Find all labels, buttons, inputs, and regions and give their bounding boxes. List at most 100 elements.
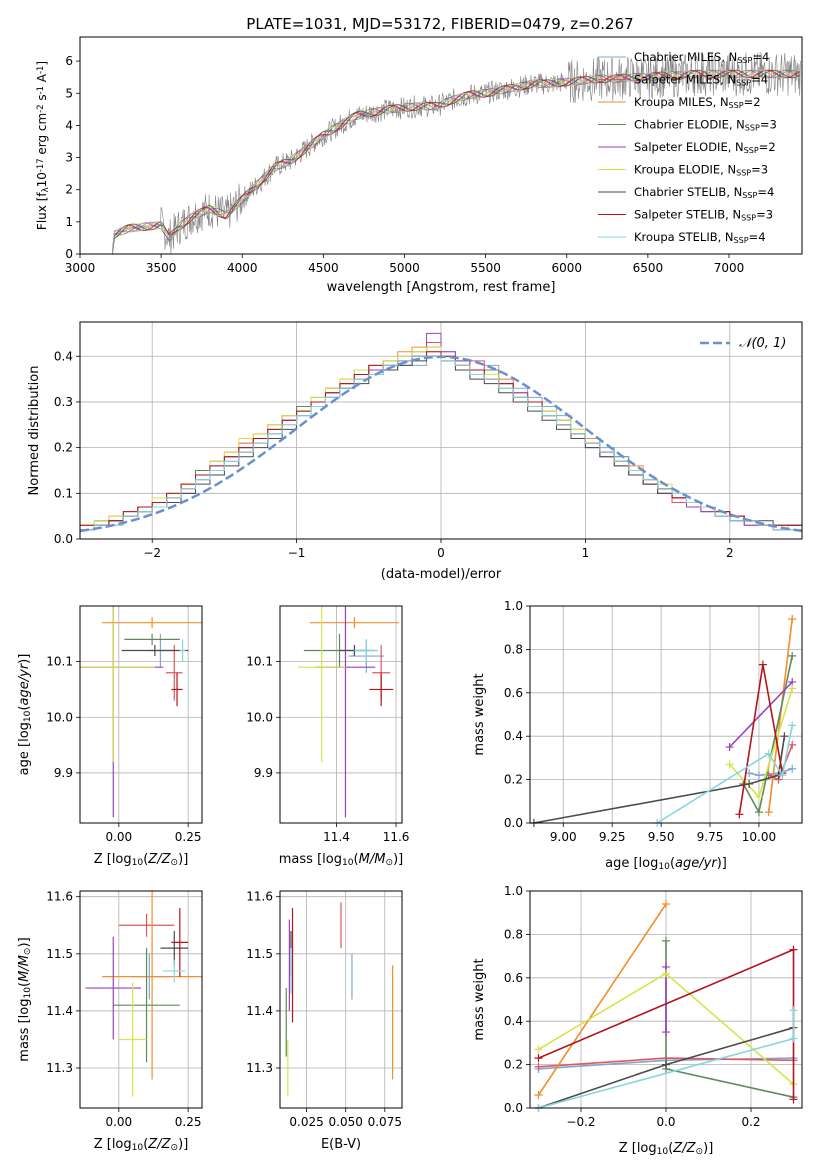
massweight-vs-z-marker (534, 1045, 543, 1054)
massweight-vs-z-ytick-label: 0.4 (504, 1014, 523, 1028)
spectrum-ytick-label: 5 (65, 86, 73, 100)
massweight-vs-z-marker (534, 1062, 543, 1071)
massweight-vs-z-marker (789, 1034, 798, 1043)
hist-ytick-label: 0.3 (54, 395, 73, 409)
hist-xtick-label: 1 (582, 546, 590, 560)
massweight-vs-age-marker (754, 792, 763, 801)
legend-label: Salpeter STELIB, NSSP=3 (634, 208, 773, 223)
massweight-vs-z-series-group (534, 900, 798, 1112)
massweight-vs-z-marker (534, 1090, 543, 1099)
massweight-vs-age-xtick-label: 9.25 (599, 830, 626, 844)
massweight-vs-z-marker (789, 945, 798, 954)
massweight-vs-age-xtick-label: 9.50 (648, 830, 675, 844)
massweight-vs-age-marker (788, 615, 797, 624)
legend-label: Kroupa ELODIE, NSSP=3 (634, 163, 768, 178)
spectrum-ylabel: Flux [fλ10-17 erg cm-2 s-1 A-1] (35, 61, 50, 230)
massweight-vs-age-marker (788, 740, 797, 749)
hist-axes-frame (79, 321, 803, 540)
mass-vs-z-xtick-label: 0.25 (175, 1115, 202, 1129)
massweight-vs-age-series-line (749, 768, 793, 777)
massweight-vs-age-marker (764, 808, 773, 817)
massweight-vs-z-marker (662, 969, 670, 978)
age-vs-mass-ytick-label: 10.0 (246, 710, 273, 724)
hist-ytick-label: 0.4 (54, 349, 73, 363)
massweight-vs-age-marker (788, 721, 797, 730)
massweight-vs-age-series-line (656, 725, 793, 824)
age-vs-mass-xtick-label: 11.6 (383, 830, 410, 844)
spectrum-xtick-label: 5500 (470, 261, 501, 275)
legend-label: Chabrier MILES, NSSP=4 (634, 50, 769, 65)
massweight-vs-z-marker (662, 936, 670, 945)
spectrum-model-series (112, 69, 800, 254)
spectrum-observed-group (112, 52, 801, 254)
massweight-vs-z-ytick-label: 1.0 (504, 884, 523, 898)
age-vs-mass-axes-frame (279, 605, 403, 824)
spectrum-model-series (112, 69, 800, 254)
legend-label: Salpeter MILES, NSSP=4 (634, 73, 768, 88)
hist-ytick-label: 0.0 (54, 532, 73, 546)
spectrum-xtick-label: 6500 (633, 261, 664, 275)
massweight-vs-z-ylabel: mass weight (472, 958, 487, 1040)
age-vs-mass-points-group (297, 606, 400, 818)
mass-vs-ebv-xtick-label: 0.050 (329, 1115, 363, 1129)
mass-vs-z-ytick-label: 11.3 (46, 1061, 73, 1075)
mass-vs-ebv-xlabel: E(B-V) (321, 1137, 361, 1152)
legend-label: Kroupa STELIB, NSSP=4 (634, 230, 766, 245)
massweight-vs-age-marker (725, 760, 734, 769)
age-vs-mass-ytick-label: 9.9 (254, 766, 273, 780)
hist-series-group (80, 332, 802, 533)
massweight-vs-age-axes-frame (529, 605, 803, 824)
massweight-vs-age-marker (745, 779, 754, 788)
mass-vs-ebv-points-group (285, 902, 394, 1097)
massweight-vs-z-marker (662, 1060, 670, 1069)
mass-vs-ebv-ytick-label: 11.6 (246, 890, 273, 904)
age-vs-mass-ytick-label: 10.1 (246, 655, 273, 669)
spectrum-xtick-label: 4000 (227, 261, 258, 275)
massweight-vs-age-series-line (767, 618, 793, 813)
mass-vs-z-ylabel: mass [log10(M/M⊙)] (17, 937, 33, 1061)
massweight-vs-z-marker (534, 1054, 543, 1063)
spectrum-xtick-label: 6000 (551, 261, 582, 275)
spectrum-axes-frame (79, 36, 803, 255)
hist-xtick-label: −2 (143, 546, 161, 560)
massweight-vs-age-ylabel: mass weight (472, 673, 487, 755)
mass-vs-z-ytick-label: 11.5 (46, 947, 73, 961)
charts-layer: 3000 3500 4000 4500 5000 5500 6000 6500 7000 0 1 2 3… (17, 36, 803, 1157)
hist-ytick-label: 0.1 (54, 486, 73, 500)
massweight-vs-z-ytick-label: 0.6 (504, 971, 523, 985)
massweight-vs-z-xtick-label: 0.2 (741, 1115, 760, 1129)
age-vs-z-ytick-label: 9.9 (54, 766, 73, 780)
massweight-vs-z-ytick-label: 0.0 (504, 1101, 523, 1115)
spectrum-xtick-label: 5000 (389, 261, 420, 275)
spectrum-ytick-label: 0 (65, 247, 73, 261)
mass-vs-z-axes-frame (79, 890, 203, 1109)
mass-vs-ebv-xtick-label: 0.075 (368, 1115, 402, 1129)
massweight-vs-age-xlabel: age [log10(age/yr)] (605, 856, 727, 872)
massweight-vs-age-marker (764, 749, 773, 758)
massweight-vs-age-marker (735, 810, 744, 819)
massweight-vs-age-series-group (529, 615, 797, 827)
legend-label: Chabrier STELIB, NSSP=4 (634, 185, 774, 200)
hist-legend-label: 𝒩(0, 1) (739, 336, 786, 351)
spectrum-xlabel: wavelength [Angstrom, rest frame] (327, 280, 556, 295)
massweight-vs-age-marker (788, 684, 797, 693)
massweight-vs-z-ytick-label: 0.2 (504, 1058, 523, 1072)
massweight-vs-age-series-line (729, 681, 793, 748)
hist-ylabel: Normed distribution (27, 366, 42, 496)
spectrum-xtick-label: 7000 (714, 261, 745, 275)
spectrum-ytick-label: 3 (65, 151, 73, 165)
age-vs-mass-xlabel: mass [log10(M/M⊙)] (279, 852, 403, 868)
massweight-vs-age-xtick-label: 9.75 (697, 830, 724, 844)
massweight-vs-z-ytick-label: 0.8 (504, 927, 523, 941)
legend-label: Kroupa MILES, NSSP=2 (634, 95, 761, 110)
mass-vs-z-xlabel: Z [log10(Z/Z⊙)] (94, 1137, 189, 1153)
massweight-vs-age-marker (758, 660, 767, 669)
mass-vs-ebv-xtick-label: 0.025 (289, 1115, 323, 1129)
massweight-vs-age-marker (778, 771, 787, 780)
age-vs-z-ylabel: age [log10(age/yr)] (17, 654, 33, 776)
legend-label: Chabrier ELODIE, NSSP=3 (634, 118, 777, 133)
massweight-vs-age-xtick-label: 9.00 (550, 830, 577, 844)
spectrum-ytick-label: 6 (65, 54, 73, 68)
mass-vs-ebv-ytick-label: 11.3 (246, 1061, 273, 1075)
